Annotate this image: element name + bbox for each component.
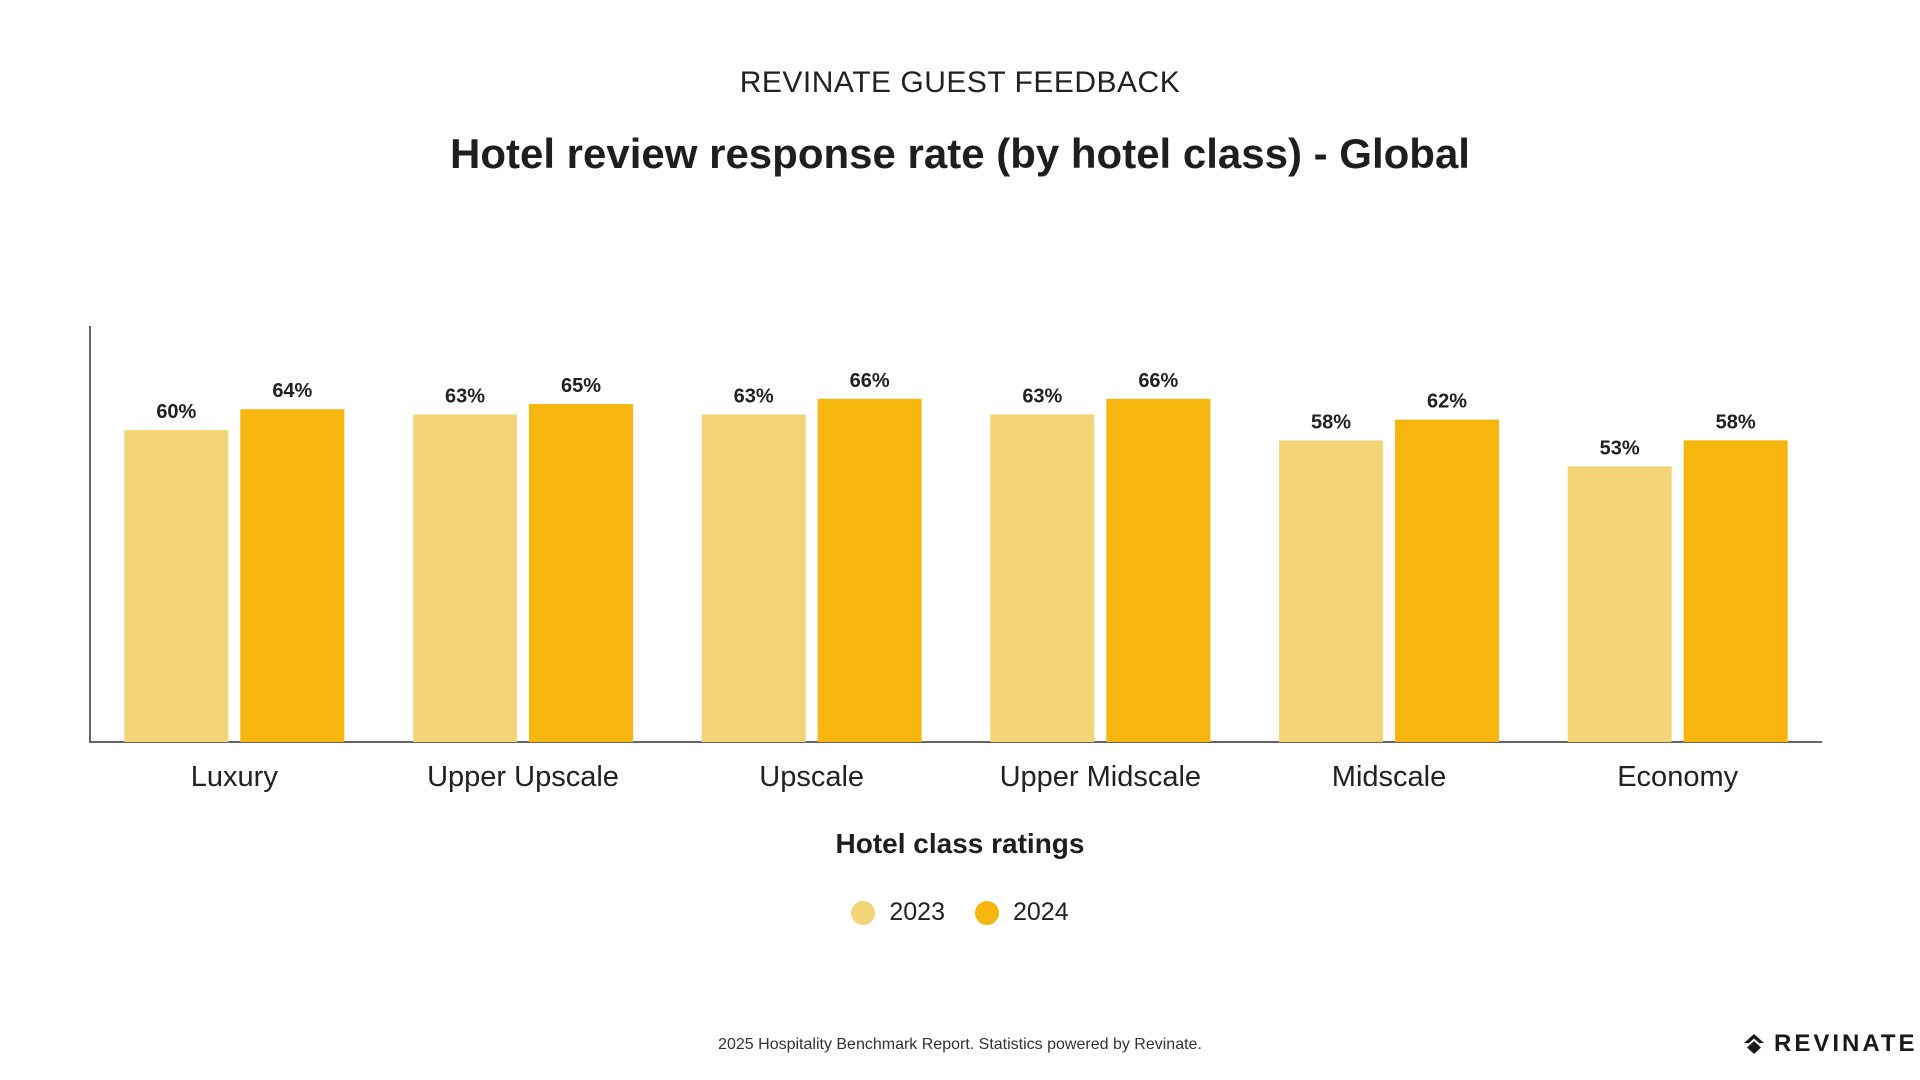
legend-item-2024: 2024 bbox=[975, 898, 1069, 927]
chart-supertitle: REVINATE GUEST FEEDBACK bbox=[739, 66, 1181, 99]
x-tick-label: Upper Upscale bbox=[427, 761, 619, 793]
footer-note: 2025 Hospitality Benchmark Report. Stati… bbox=[718, 1036, 1202, 1053]
x-tick-label: Midscale bbox=[1332, 761, 1446, 793]
data-label: 63% bbox=[1022, 385, 1062, 407]
bar-2023-upper-midscale bbox=[990, 414, 1095, 742]
data-label: 53% bbox=[1600, 437, 1640, 459]
bar-2024-luxury bbox=[240, 409, 345, 742]
x-tick-label: Luxury bbox=[191, 761, 279, 793]
bar-2023-upper-upscale bbox=[413, 414, 517, 742]
legend-swatch-2023 bbox=[851, 900, 876, 925]
bar-2023-midscale bbox=[1279, 440, 1383, 742]
data-label: 66% bbox=[1138, 370, 1178, 392]
data-label: 58% bbox=[1311, 411, 1351, 433]
bar-2024-economy bbox=[1683, 440, 1788, 742]
chart-title: Hotel review response rate (by hotel cla… bbox=[450, 130, 1470, 177]
data-label: 65% bbox=[561, 375, 601, 397]
bar-2024-upscale bbox=[817, 398, 922, 742]
data-label: 63% bbox=[445, 385, 485, 407]
bar-2024-upper-upscale bbox=[529, 404, 633, 742]
bar-2024-midscale bbox=[1395, 419, 1499, 742]
data-label: 64% bbox=[272, 380, 312, 402]
bar-2023-luxury bbox=[124, 430, 229, 742]
legend-label-2023: 2023 bbox=[889, 898, 945, 926]
data-label: 60% bbox=[156, 401, 196, 423]
data-label: 66% bbox=[850, 370, 890, 392]
x-tick-label: Upscale bbox=[759, 761, 864, 793]
x-tick-label: Upper Midscale bbox=[1000, 761, 1201, 793]
revinate-logo-icon bbox=[1744, 1034, 1764, 1054]
revinate-logo: REVINATE bbox=[1742, 1030, 1918, 1058]
data-label: 58% bbox=[1716, 411, 1756, 433]
x-tick-label: Economy bbox=[1617, 761, 1738, 793]
data-label: 63% bbox=[734, 385, 774, 407]
legend-swatch-2024 bbox=[975, 900, 999, 925]
legend-label-2024: 2024 bbox=[1013, 898, 1069, 926]
legend-item-2023: 2023 bbox=[851, 898, 945, 927]
data-label: 62% bbox=[1427, 391, 1467, 413]
x-axis-title: Hotel class ratings bbox=[836, 828, 1085, 859]
bar-2023-upscale bbox=[701, 414, 806, 742]
bar-2023-economy bbox=[1567, 466, 1672, 742]
chart-legend: 2023 2024 bbox=[0, 898, 1920, 927]
bar-2024-upper-midscale bbox=[1106, 398, 1211, 742]
revinate-logo-text: REVINATE bbox=[1774, 1030, 1918, 1057]
